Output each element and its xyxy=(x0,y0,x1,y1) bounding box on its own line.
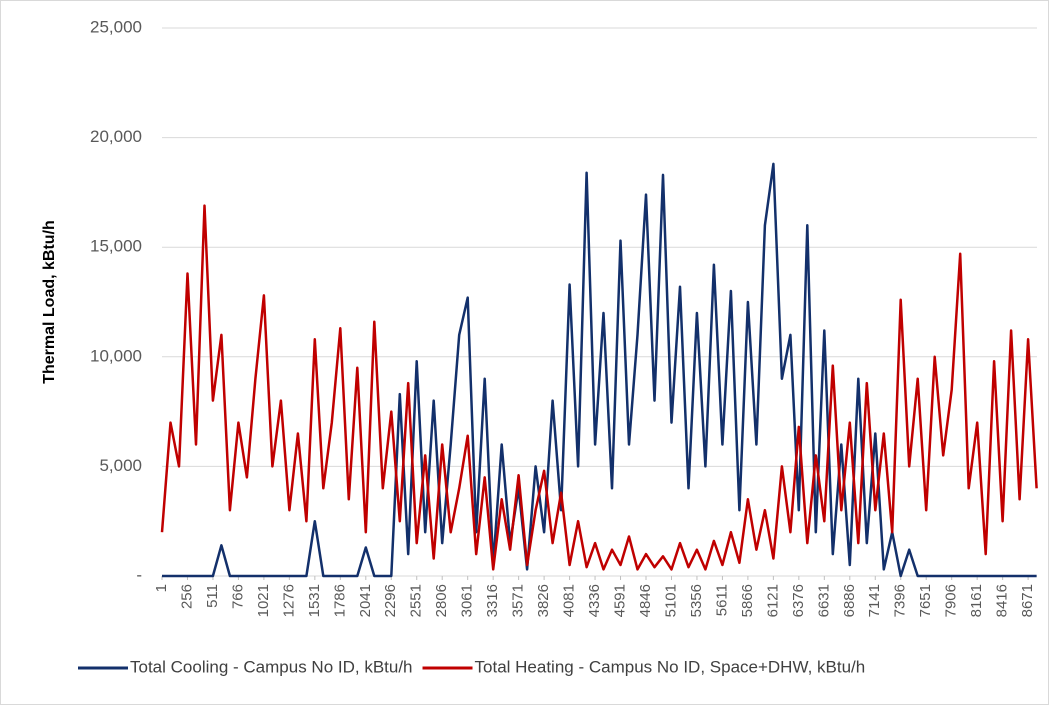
x-tick-label: 5611 xyxy=(713,584,730,616)
x-tick-label: 7141 xyxy=(866,584,883,617)
y-tick-label: 20,000 xyxy=(90,127,142,146)
x-tick-label: 4081 xyxy=(561,584,578,617)
legend-label: Total Heating - Campus No ID, Space+DHW,… xyxy=(475,657,866,676)
x-tick-label: 3061 xyxy=(459,584,476,617)
x-tick-label: 1 xyxy=(153,584,170,592)
x-tick-label: 6376 xyxy=(790,584,807,617)
x-tick-label: 2041 xyxy=(357,584,374,617)
x-tick-label: 1531 xyxy=(306,584,323,617)
x-tick-label: 1021 xyxy=(255,584,272,617)
x-tick-label: 511 xyxy=(204,584,221,608)
series-line xyxy=(160,204,1038,571)
x-tick-label: 4336 xyxy=(586,584,603,617)
x-tick-label: 3826 xyxy=(535,584,552,617)
x-tick-label: 4846 xyxy=(637,584,654,617)
x-tick-label: 2296 xyxy=(382,584,399,617)
x-tick-label: 8161 xyxy=(968,584,985,617)
y-tick-label: 25,000 xyxy=(90,17,142,36)
x-tick-label: 7906 xyxy=(943,584,960,617)
x-tick-label: 2806 xyxy=(433,584,450,617)
x-tick-label: 2551 xyxy=(408,584,425,617)
y-axis-title: Thermal Load, kBtu/h xyxy=(41,220,58,384)
x-tick-label: 5101 xyxy=(662,584,679,617)
x-tick-label: 1276 xyxy=(280,584,297,617)
x-tick-label: 4591 xyxy=(611,584,628,617)
x-tick-label: 7651 xyxy=(917,584,934,617)
x-tick-label: 256 xyxy=(178,584,195,609)
legend-label: Total Cooling - Campus No ID, kBtu/h xyxy=(130,657,413,676)
x-tick-label: 6121 xyxy=(764,584,781,617)
x-tick-label: 6631 xyxy=(815,584,832,617)
y-tick-label: - xyxy=(136,565,142,584)
x-tick-label: 766 xyxy=(229,584,246,609)
series-line xyxy=(162,162,1037,578)
x-tick-label: 3571 xyxy=(510,584,527,617)
x-tick-label: 8416 xyxy=(994,584,1011,617)
x-tick-label: 3316 xyxy=(484,584,501,617)
y-tick-label: 10,000 xyxy=(90,346,142,365)
y-tick-label: 5,000 xyxy=(99,456,142,475)
x-tick-label: 8671 xyxy=(1019,584,1036,617)
x-tick-label: 1786 xyxy=(331,584,348,617)
x-tick-label: 5356 xyxy=(688,584,705,617)
y-tick-label: 15,000 xyxy=(90,237,142,256)
x-tick-label: 6886 xyxy=(841,584,858,617)
x-tick-label: 5866 xyxy=(739,584,756,617)
x-tick-label: 7396 xyxy=(892,584,909,617)
